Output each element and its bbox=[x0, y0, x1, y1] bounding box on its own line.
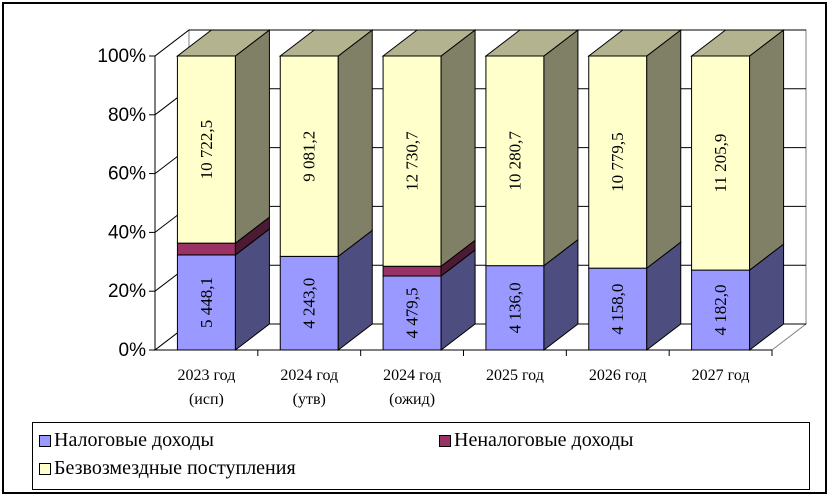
x-tick-label: 2024 год bbox=[383, 367, 441, 384]
y-tick-label: 100% bbox=[97, 46, 146, 67]
bar-grants-side bbox=[337, 28, 373, 258]
x-tick-label: 2023 год bbox=[177, 367, 235, 384]
y-tick-label: 20% bbox=[108, 281, 146, 302]
bar-tax-front bbox=[279, 255, 339, 351]
bar-grants-front bbox=[588, 55, 648, 269]
legend-swatch-grants bbox=[39, 462, 51, 475]
legend-swatch-nontax bbox=[439, 434, 451, 447]
bar-grants-side bbox=[234, 28, 270, 245]
bar-grants-front bbox=[279, 55, 339, 257]
data-label: 9 081,2 bbox=[300, 131, 319, 182]
legend-swatch-tax bbox=[39, 434, 51, 447]
y-tick-label: 40% bbox=[108, 222, 146, 243]
x-tick-label: (ожид) bbox=[389, 391, 435, 408]
legend-item-grants: Безвозмездные поступления bbox=[39, 457, 296, 480]
bar-grants-side bbox=[543, 28, 579, 267]
x-tick-label: 2027 год bbox=[692, 367, 750, 384]
y-tick-label: 0% bbox=[119, 340, 147, 361]
bar-nontax-front bbox=[176, 242, 236, 256]
data-label: 4 243,0 bbox=[300, 278, 319, 329]
legend-item-tax: Налоговые доходы bbox=[39, 429, 214, 452]
bar-nontax-front bbox=[382, 265, 442, 277]
data-label: 4 136,0 bbox=[505, 282, 524, 333]
legend-label-nontax: Неналоговые доходы bbox=[454, 429, 634, 451]
bar-grants-top bbox=[484, 29, 580, 57]
data-label: 4 479,5 bbox=[403, 288, 422, 339]
bar-grants-side bbox=[749, 28, 785, 272]
bar-grants-top bbox=[587, 29, 683, 57]
legend-label-grants: Безвозмездные поступления bbox=[54, 457, 296, 479]
x-tick-label: 2026 год bbox=[589, 367, 647, 384]
data-label: 12 730,7 bbox=[403, 131, 422, 191]
data-label: 11 205,9 bbox=[711, 134, 730, 193]
x-tick-label: (утв) bbox=[293, 391, 326, 408]
data-label: 10 722,5 bbox=[197, 120, 216, 180]
bar-tax-front bbox=[485, 265, 545, 351]
legend-label-tax: Налоговые доходы bbox=[54, 429, 214, 451]
x-tick-label: 2024 год bbox=[280, 367, 338, 384]
bar-grants-side bbox=[440, 28, 476, 268]
data-label: 10 280,7 bbox=[505, 131, 524, 191]
bar-grants-side bbox=[646, 28, 682, 270]
data-label: 10 779,5 bbox=[608, 132, 627, 192]
x-tick-label: 2025 год bbox=[486, 367, 544, 384]
legend-item-nontax: Неналоговые доходы bbox=[439, 429, 633, 452]
data-label: 4 182,0 bbox=[711, 285, 730, 336]
y-tick-label: 80% bbox=[108, 105, 146, 126]
bar-grants-front bbox=[176, 55, 236, 244]
data-label: 5 448,1 bbox=[197, 277, 216, 328]
x-tick-label: (исп) bbox=[189, 391, 224, 408]
data-label: 4 158,0 bbox=[608, 284, 627, 335]
bar-grants-top bbox=[381, 29, 477, 57]
y-tick-label: 60% bbox=[108, 164, 146, 185]
bar-tax-front bbox=[691, 269, 751, 351]
gridline bbox=[154, 29, 806, 57]
bar-grants-top bbox=[278, 29, 374, 57]
bar-grants-top bbox=[175, 29, 271, 57]
chart-legend: Налоговые доходы Неналоговые доходы Безв… bbox=[32, 422, 810, 490]
bar-tax-front bbox=[176, 254, 236, 351]
bar-tax-front bbox=[382, 275, 442, 351]
bar-tax-front bbox=[588, 267, 648, 351]
bar-grants-top bbox=[690, 29, 786, 57]
